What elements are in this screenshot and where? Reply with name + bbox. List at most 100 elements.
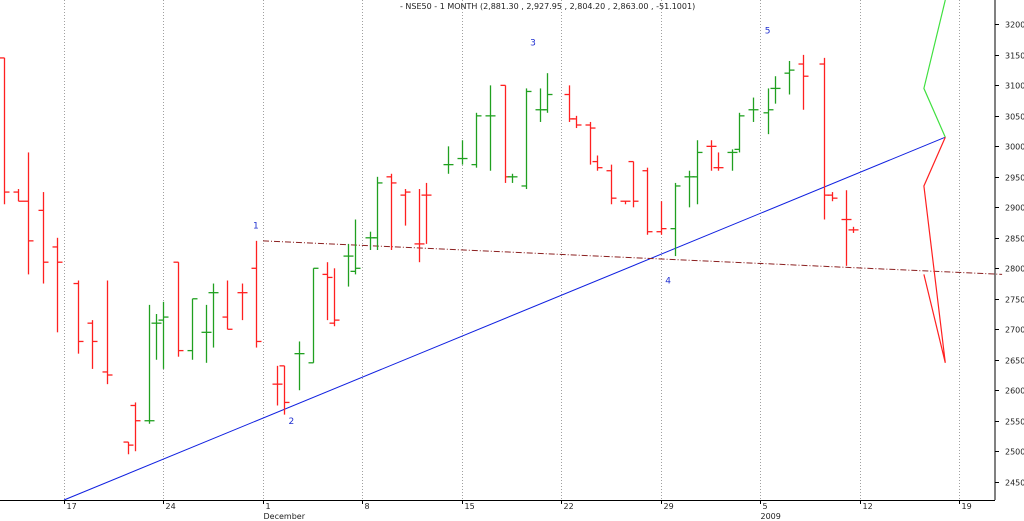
ohlc-bar-6 <box>87 320 98 369</box>
ohlc-bar-60 <box>763 88 774 135</box>
y-tick-label-2700: 2700 <box>1005 326 1024 335</box>
projection-red <box>923 136 946 363</box>
ohlc-bar-52 <box>670 182 681 257</box>
ohlc-bar-19 <box>251 240 262 348</box>
ohlc-bar-29 <box>372 176 383 250</box>
y-tick-label-2550: 2550 <box>1005 418 1024 427</box>
ohlc-bar-51 <box>656 201 667 235</box>
ohlc-bar-32 <box>414 189 425 263</box>
ohlc-bar-4 <box>52 237 63 333</box>
ohlc-bar-15 <box>201 304 212 363</box>
ohlc-bar-1 <box>13 189 24 202</box>
ohlc-bar-25 <box>329 268 340 327</box>
wave-labels: 1 2 3 4 5 <box>253 27 770 427</box>
ohlc-bar-16 <box>208 283 219 348</box>
price-bars <box>0 54 859 455</box>
y-tick-label-2650: 2650 <box>1005 357 1024 366</box>
ohlc-bar-39 <box>507 173 518 183</box>
ohlc-bar-2 <box>23 152 34 275</box>
wave-label-5: 5 <box>765 27 771 37</box>
ohlc-bar-65 <box>827 192 838 202</box>
ohlc-bar-18 <box>237 283 248 321</box>
y-tick-label-3100: 3100 <box>1005 82 1024 91</box>
ohlc-bar-22 <box>294 341 305 391</box>
ohlc-bar-44 <box>571 115 582 129</box>
y-tick-label-3200: 3200 <box>1005 21 1024 30</box>
y-tick-label-3050: 3050 <box>1005 113 1024 122</box>
x-axis: 1724181522295121926December2009 <box>64 500 972 521</box>
x-tick-label-6: 29 <box>664 502 674 511</box>
x-tick-label-3: 8 <box>365 502 370 511</box>
ohlc-bar-37 <box>485 85 496 171</box>
ohlc-bar-56 <box>713 152 724 171</box>
ohlc-bar-26 <box>343 243 354 287</box>
ohlc-bar-35 <box>457 140 468 165</box>
ohlc-bar-42 <box>542 73 553 113</box>
ohlc-bar-40 <box>521 88 532 190</box>
ohlc-bar-59 <box>748 97 759 122</box>
x-tick-label-7: 5 <box>763 502 768 511</box>
x-tick-label-4: 15 <box>465 502 475 511</box>
ohlc-bar-12 <box>158 301 169 369</box>
wave-label-1: 1 <box>253 222 259 232</box>
y-tick-label-2750: 2750 <box>1005 296 1024 305</box>
ohlc-bar-31 <box>400 189 411 226</box>
ohlc-bar-63 <box>798 54 809 110</box>
y-tick-label-2950: 2950 <box>1005 174 1024 183</box>
ohlc-bar-62 <box>784 60 795 95</box>
y-tick-label-2500: 2500 <box>1005 448 1024 457</box>
ohlc-bar-14 <box>187 298 198 360</box>
ohlc-bar-8 <box>123 441 134 455</box>
ohlc-bar-55 <box>706 140 717 171</box>
wave-label-4: 4 <box>665 277 671 287</box>
ohlc-bar-36 <box>471 112 482 168</box>
y-tick-label-2600: 2600 <box>1005 387 1024 396</box>
ohlc-bar-21 <box>279 365 290 415</box>
wave-label-3: 3 <box>530 39 536 49</box>
x-tick-label-1: 24 <box>166 502 176 511</box>
ohlc-bar-54 <box>692 140 703 205</box>
ohlc-bar-20 <box>272 365 283 406</box>
ohlc-bar-13 <box>173 261 184 357</box>
ohlc-bar-0 <box>0 57 10 205</box>
ohlc-bar-34 <box>443 146 454 174</box>
ohlc-bar-50 <box>642 167 653 235</box>
ohlc-bar-17 <box>222 280 233 330</box>
y-tick-label-3150: 3150 <box>1005 52 1024 61</box>
month-label-0: December <box>264 512 306 521</box>
ohlc-bar-48 <box>620 200 631 205</box>
trend-line-0 <box>63 136 946 501</box>
ohlc-bar-3 <box>38 192 49 284</box>
chart-title: - NSE50 - 1 MONTH (2,881.30 , 2,927.95 ,… <box>400 2 695 11</box>
ohlc-bar-47 <box>606 164 617 205</box>
trend-lines <box>63 136 1003 501</box>
y-tick-label-2850: 2850 <box>1005 235 1024 244</box>
ohlc-bar-27 <box>350 219 361 275</box>
x-tick-label-0: 17 <box>67 502 77 511</box>
ohlc-bar-49 <box>628 160 639 208</box>
ohlc-bar-9 <box>130 402 141 452</box>
x-tick-label-5: 22 <box>564 502 574 511</box>
ohlc-bar-23 <box>308 267 319 364</box>
ohlc-bar-66 <box>841 190 852 266</box>
ohlc-bar-5 <box>73 280 84 354</box>
ohlc-bar-58 <box>734 112 745 153</box>
y-tick-label-2900: 2900 <box>1005 204 1024 213</box>
projection-green <box>923 0 946 138</box>
y-tick-label-3000: 3000 <box>1005 143 1024 152</box>
wave-label-2: 2 <box>289 417 295 427</box>
ohlc-bar-33 <box>421 182 432 244</box>
ohlc-bar-57 <box>727 149 738 171</box>
ohlc-bar-30 <box>386 173 397 250</box>
x-tick-label-2: 1 <box>266 502 271 511</box>
trend-line-1 <box>262 240 1003 275</box>
ohlc-bar-11 <box>151 314 162 360</box>
ohlc-bar-45 <box>585 121 596 165</box>
ohlc-bar-24 <box>322 262 333 321</box>
x-tick-label-8: 12 <box>863 502 873 511</box>
y-tick-label-2800: 2800 <box>1005 265 1024 274</box>
projection-lines <box>923 0 946 363</box>
ohlc-bar-67 <box>848 226 859 233</box>
